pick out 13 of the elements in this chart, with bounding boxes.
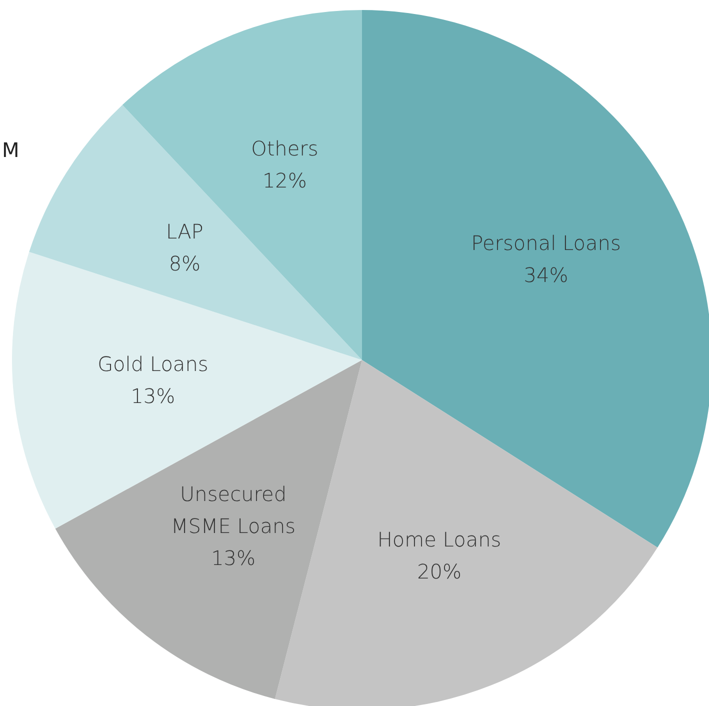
data-label: 20%	[417, 559, 462, 584]
slice-label: Unsecured MSME Loans	[170, 482, 296, 538]
data-label: 12%	[262, 168, 307, 193]
text: M	[2, 138, 20, 162]
data-label: 34%	[524, 262, 568, 287]
slice-label: Home Loans	[377, 527, 502, 552]
slice-label: LAP	[166, 219, 204, 244]
slice-label: Gold Loans	[98, 352, 208, 376]
data-label: 13%	[211, 546, 256, 570]
slice-label: Personal Loans	[471, 230, 621, 255]
data-label: 8%	[168, 251, 201, 276]
slice-label: Others	[251, 136, 318, 161]
data-label: 13%	[130, 384, 176, 408]
